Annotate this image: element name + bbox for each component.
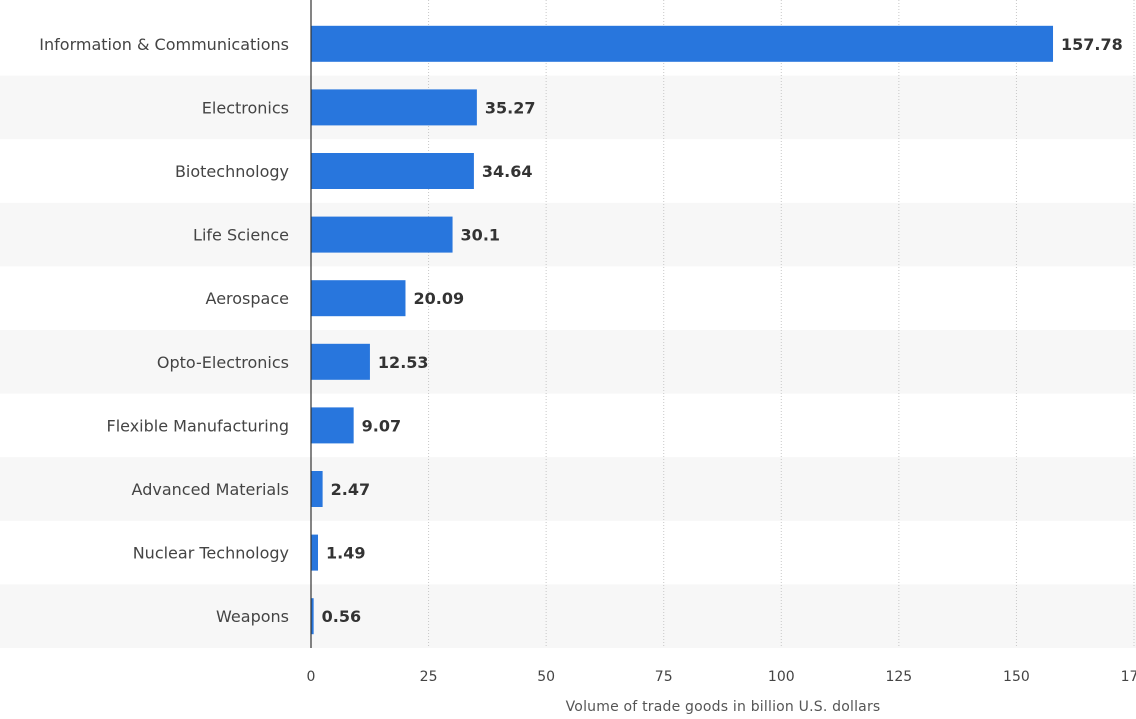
gridlines: [428, 0, 1135, 648]
x-tick-label: 175: [1121, 669, 1136, 685]
row-bands: [0, 75, 1136, 648]
bars: [311, 25, 1054, 635]
bar: [311, 407, 354, 444]
bar: [311, 153, 474, 189]
category-label: Electronics: [202, 98, 289, 117]
category-label: Information & Communications: [39, 35, 289, 54]
value-label: 35.27: [485, 98, 536, 117]
value-label: 157.78: [1061, 35, 1123, 54]
bar: [311, 216, 453, 253]
x-tick-label: 0: [307, 669, 316, 685]
bar: [311, 25, 1054, 62]
category-label: Weapons: [216, 607, 289, 626]
row-band: [0, 202, 1136, 267]
value-label: 34.64: [482, 162, 533, 181]
row-band: [0, 330, 1136, 394]
x-tick-label: 125: [885, 669, 912, 685]
category-label: Flexible Manufacturing: [106, 416, 289, 435]
x-axis-title: Volume of trade goods in billion U.S. do…: [566, 699, 881, 715]
value-label: 2.47: [331, 480, 370, 499]
value-label: 12.53: [378, 353, 429, 372]
bar: [311, 598, 314, 635]
row-band: [0, 584, 1136, 648]
row-band: [0, 75, 1136, 140]
value-label: 9.07: [362, 416, 401, 435]
category-label: Nuclear Technology: [133, 544, 289, 563]
x-tick-label: 150: [1003, 669, 1030, 685]
bar: [311, 343, 370, 380]
x-tick-labels: 0 25 50 75 100 125 150 175: [307, 669, 1136, 685]
value-labels: 157.78 35.27 34.64 30.1 20.09 12.53 9.07 2.47 1.…: [322, 35, 1123, 626]
category-labels: Information & Communications Electronics B…: [39, 35, 289, 626]
category-label: Advanced Materials: [132, 480, 289, 499]
bar: [311, 280, 406, 317]
value-label: 1.49: [326, 544, 365, 563]
x-tick-label: 25: [420, 669, 438, 685]
value-label: 20.09: [413, 289, 464, 308]
row-band: [0, 457, 1136, 521]
bar: [311, 534, 319, 571]
x-tick-label: 75: [655, 669, 673, 685]
category-label: Aerospace: [206, 289, 289, 308]
category-label: Life Science: [193, 226, 289, 245]
value-label: 30.1: [461, 226, 500, 245]
bar: [311, 89, 477, 126]
bar: [311, 471, 323, 507]
category-label: Biotechnology: [175, 162, 289, 181]
x-tick-label: 50: [537, 669, 555, 685]
category-label: Opto-Electronics: [157, 353, 289, 372]
x-tick-label: 100: [768, 669, 795, 685]
value-label: 0.56: [322, 607, 361, 626]
